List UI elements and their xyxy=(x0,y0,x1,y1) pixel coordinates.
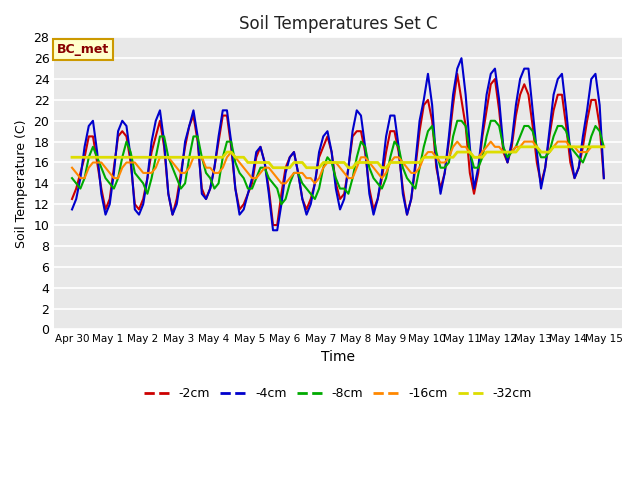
Text: BC_met: BC_met xyxy=(57,43,109,56)
Y-axis label: Soil Temperature (C): Soil Temperature (C) xyxy=(15,119,28,248)
X-axis label: Time: Time xyxy=(321,350,355,364)
Title: Soil Temperatures Set C: Soil Temperatures Set C xyxy=(239,15,437,33)
Legend: -2cm, -4cm, -8cm, -16cm, -32cm: -2cm, -4cm, -8cm, -16cm, -32cm xyxy=(139,382,537,405)
